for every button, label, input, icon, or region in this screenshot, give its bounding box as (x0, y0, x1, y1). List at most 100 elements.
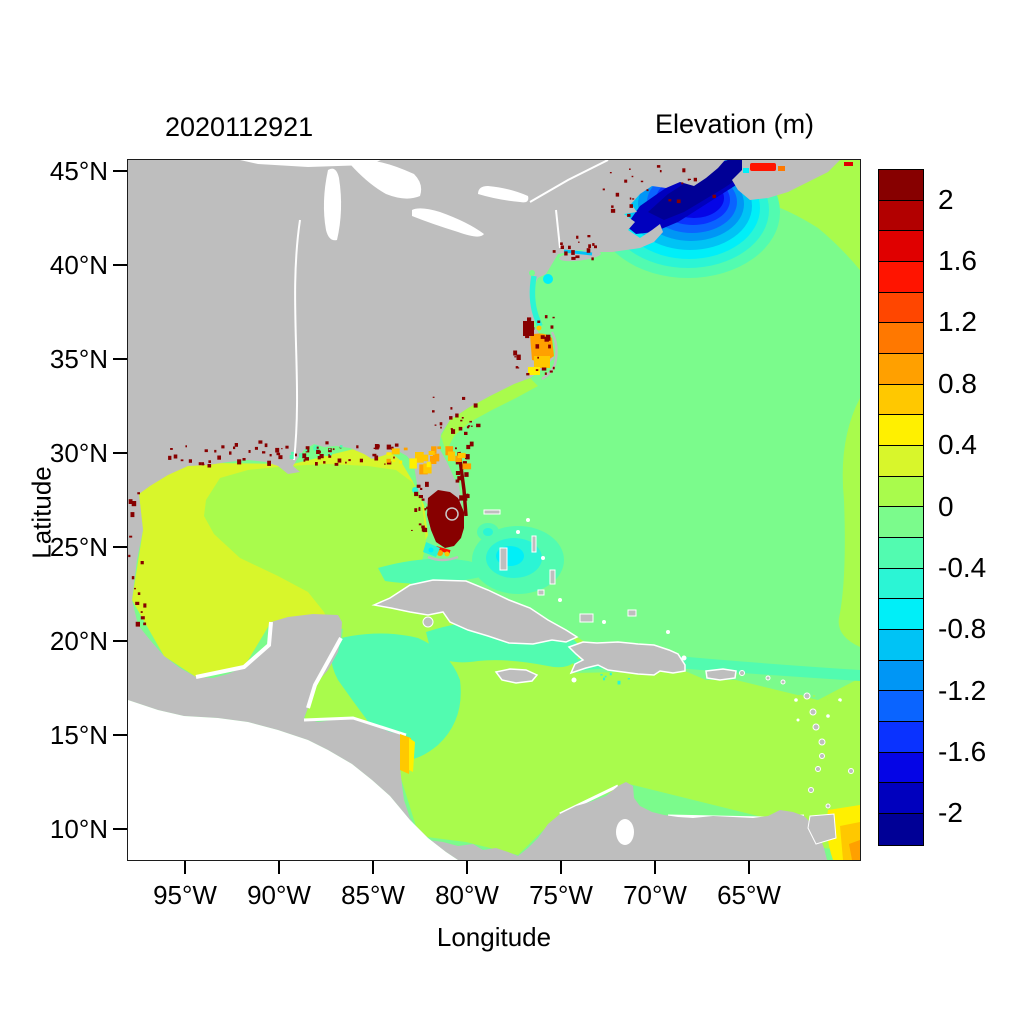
x-tick-label: 95°W (153, 880, 217, 910)
x-tick (184, 861, 186, 874)
florida-keys (427, 555, 459, 562)
y-tick (113, 546, 127, 548)
y-tick-label: 45°N (49, 156, 108, 186)
colorbar-cell (879, 292, 923, 324)
florida-bay-cyan (428, 547, 434, 553)
y-tick (113, 640, 127, 642)
tampa-bay-notch (412, 487, 418, 493)
land-hispaniola (567, 641, 686, 676)
colorbar-tick-label: -2 (938, 797, 963, 829)
colorbar-cell (879, 568, 923, 600)
colorbar-cell (879, 323, 923, 355)
x-tick-label: 85°W (341, 880, 405, 910)
x-tick-label: 75°W (529, 880, 593, 910)
colorbar (878, 169, 924, 846)
colorbar-tick-label: 0.4 (938, 429, 977, 461)
lesser-antilles (739, 670, 854, 809)
colorbar-tick-label: 1.2 (938, 306, 977, 338)
colorbar-cell (879, 354, 923, 385)
colorbar-cell (879, 262, 923, 293)
chesapeake-mouth-gold (536, 325, 542, 331)
colorbar-tick-label: -0.8 (938, 613, 987, 645)
region-east-boundary-band (838, 398, 860, 647)
y-tick-label: 30°N (49, 438, 108, 468)
x-tick-label: 70°W (623, 880, 687, 910)
land-cuba (371, 579, 579, 645)
y-tick-label: 20°N (49, 626, 108, 656)
chesapeake-head-green (529, 270, 535, 276)
colorbar-tick-label: 2 (938, 183, 954, 215)
colorbar-tick-label: 0 (938, 490, 954, 522)
y-tick-label: 35°N (49, 344, 108, 374)
elevation-map (128, 160, 860, 860)
fundy-head-orange (778, 166, 785, 171)
colorbar-tick-label: -1.2 (938, 674, 987, 706)
pamlico-gold (534, 356, 550, 368)
x-tick-label: 90°W (247, 880, 311, 910)
florida-east-coast-high (457, 451, 468, 517)
land-north-america (128, 160, 725, 860)
colorbar-cell (879, 538, 923, 569)
y-tick (113, 734, 127, 736)
y-tick (113, 452, 127, 454)
colorbar-cell (879, 231, 923, 263)
colorbar-cell (879, 415, 923, 447)
y-tick (113, 828, 127, 830)
map-frame (127, 159, 861, 861)
great-lakes (240, 160, 529, 241)
x-tick (278, 861, 280, 874)
colorbar-cell (879, 170, 923, 201)
colorbar-tick-label: 1.6 (938, 245, 977, 277)
colorbar-tick-label: -0.4 (938, 551, 987, 583)
fundy-head-high (750, 163, 776, 171)
colorbar-cell (879, 630, 923, 661)
land-puerto-rico (705, 668, 737, 681)
pacific-outside-domain (128, 700, 458, 860)
colorbar-cell (879, 752, 923, 784)
y-tick (113, 358, 127, 360)
colorbar-title: Elevation (m) (655, 109, 815, 139)
colorbar-cell (879, 476, 923, 508)
hatteras-barrier (541, 331, 558, 381)
colorbar-tick-label: 0.8 (938, 367, 977, 399)
corner-red-dash (844, 162, 853, 166)
region-florida-straits-low (378, 558, 484, 584)
y-tick (113, 170, 127, 172)
florida-tip-gold (444, 551, 450, 557)
florida-setup-maroon (427, 490, 464, 548)
x-tick-label: 65°W (717, 880, 781, 910)
land-trinidad (807, 813, 837, 845)
x-tick (654, 861, 656, 874)
chesapeake-bay (529, 275, 543, 328)
x-tick (372, 861, 374, 874)
florida-tip-orange (437, 550, 443, 556)
y-axis-label: Latitude (26, 466, 57, 559)
colorbar-cell (879, 507, 923, 539)
x-tick (560, 861, 562, 874)
colorbar-cell (879, 814, 923, 845)
delaware-bay-cyan (543, 274, 553, 284)
region-nicaragua-yellow (409, 738, 415, 772)
rivers (293, 160, 609, 461)
long-island-sound (563, 249, 593, 256)
colorbar-tick-label: -1.6 (938, 735, 987, 767)
coastal-speckles (128, 165, 841, 710)
pamlico-maroon (523, 321, 534, 336)
lake-okeechobee (445, 507, 459, 521)
y-tick-label: 10°N (49, 814, 108, 844)
land-jamaica (494, 668, 539, 684)
colorbar-cell (879, 660, 923, 692)
plot-title: 2020112921 (165, 112, 314, 142)
y-tick (113, 264, 127, 266)
colorbar-cell (879, 384, 923, 416)
colorbar-cell (879, 783, 923, 815)
colorbar-cell (879, 599, 923, 631)
region-se-coastal-band (441, 378, 538, 452)
x-tick (748, 861, 750, 874)
colorbar-cell (879, 446, 923, 477)
y-tick-label: 25°N (49, 532, 108, 562)
bahamas-white-specks (516, 518, 687, 683)
y-tick-label: 40°N (49, 250, 108, 280)
fundy-head-cyan (743, 168, 749, 173)
